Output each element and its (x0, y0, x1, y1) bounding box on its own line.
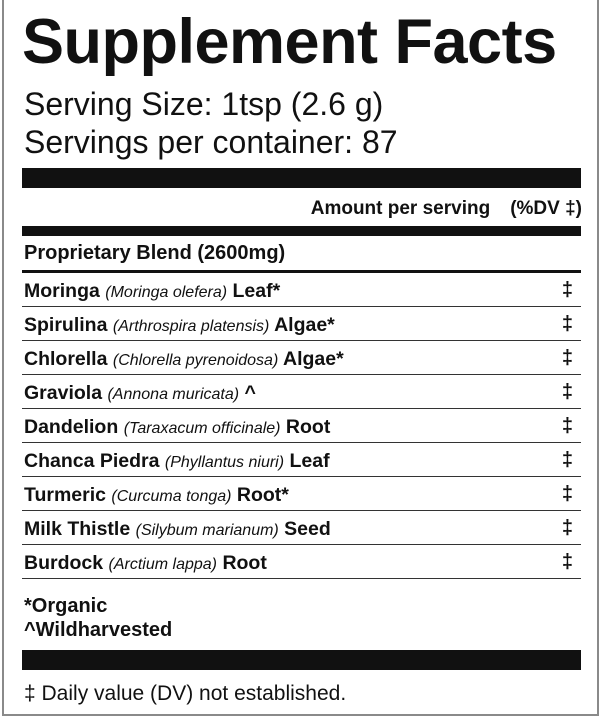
dv-value: ‡ (561, 279, 573, 301)
scientific-name: (Phyllantus niuri) (164, 454, 285, 471)
plant-part: Root* (236, 484, 289, 506)
serving-size: Serving Size: 1tsp (2.6 g) (24, 86, 384, 122)
dv-value: ‡ (561, 449, 573, 471)
footnotes: *Organic ^Wildharvested (24, 594, 172, 642)
scientific-name: (Silybum marianum) (135, 522, 279, 539)
scientific-name: (Taraxacum officinale) (123, 420, 281, 437)
ingredient-name: Chanca Piedra (Phyllantus niuri) Leaf (24, 450, 330, 473)
ingredient-row: Moringa (Moringa olefera) Leaf* ‡ (22, 273, 581, 307)
divider-bar (22, 650, 581, 670)
common-name: Milk Thistle (24, 518, 131, 540)
common-name: Chanca Piedra (24, 450, 160, 472)
common-name: Spirulina (24, 314, 108, 336)
ingredient-row: Spirulina (Arthrospira platensis) Algae*… (22, 307, 581, 341)
ingredient-name: Graviola (Annona muricata) ^ (24, 382, 256, 405)
ingredient-name: Turmeric (Curcuma tonga) Root* (24, 484, 289, 507)
common-name: Chlorella (24, 348, 108, 370)
ingredient-name: Dandelion (Taraxacum officinale) Root (24, 416, 330, 439)
ingredient-name: Burdock (Arctium lappa) Root (24, 552, 267, 575)
scientific-name: (Chlorella pyrenoidosa) (112, 352, 279, 369)
proprietary-blend: Proprietary Blend (2600mg) (24, 242, 286, 264)
common-name: Dandelion (24, 416, 119, 438)
dv-value: ‡ (561, 483, 573, 505)
divider-bar (22, 226, 581, 236)
scientific-name: (Moringa olefera) (105, 284, 228, 301)
ingredient-row: Milk Thistle (Silybum marianum) Seed ‡ (22, 511, 581, 545)
common-name: Moringa (24, 280, 100, 302)
divider-bar (22, 168, 581, 188)
scientific-name: (Curcuma tonga) (111, 488, 232, 505)
ingredient-list: Moringa (Moringa olefera) Leaf* ‡ Spirulin… (22, 273, 581, 579)
plant-part: Leaf* (232, 280, 281, 302)
ingredient-row: Burdock (Arctium lappa) Root ‡ (22, 545, 581, 579)
ingredient-row: Chanca Piedra (Phyllantus niuri) Leaf ‡ (22, 443, 581, 477)
dv-header: (%DV ‡) (510, 198, 582, 219)
ingredient-row: Dandelion (Taraxacum officinale) Root ‡ (22, 409, 581, 443)
scientific-name: (Arthrospira platensis) (112, 318, 270, 335)
column-header: Amount per serving (%DV ‡) (311, 198, 582, 220)
plant-part: Root (285, 416, 331, 438)
scientific-name: (Annona muricata) (107, 386, 240, 403)
ingredient-row: Graviola (Annona muricata) ^ ‡ (22, 375, 581, 409)
dv-value: ‡ (561, 313, 573, 335)
common-name: Graviola (24, 382, 103, 404)
note-wildharvested: ^Wildharvested (24, 619, 173, 641)
label-title: Supplement Facts (22, 7, 557, 77)
common-name: Burdock (24, 552, 104, 574)
dv-value: ‡ (561, 517, 573, 539)
ingredient-name: Chlorella (Chlorella pyrenoidosa) Algae* (24, 348, 344, 371)
scientific-name: (Arctium lappa) (108, 556, 218, 573)
dv-value: ‡ (561, 551, 573, 573)
ingredient-row: Chlorella (Chlorella pyrenoidosa) Algae*… (22, 341, 581, 375)
dv-footnote: ‡ Daily value (DV) not established. (24, 682, 347, 705)
servings-per-container: Servings per container: 87 (24, 124, 398, 160)
plant-part: Root (222, 552, 267, 574)
dv-value: ‡ (561, 347, 573, 369)
plant-part: Leaf (289, 450, 330, 472)
plant-part: ^ (244, 382, 256, 404)
ingredient-name: Milk Thistle (Silybum marianum) Seed (24, 518, 331, 541)
dv-value: ‡ (561, 415, 573, 437)
ingredient-name: Spirulina (Arthrospira platensis) Algae* (24, 314, 335, 337)
amount-header: Amount per serving (310, 198, 491, 219)
ingredient-name: Moringa (Moringa olefera) Leaf* (24, 280, 280, 303)
divider-line (22, 270, 581, 273)
plant-part: Algae* (282, 348, 344, 370)
plant-part: Seed (284, 518, 331, 540)
ingredient-row: Turmeric (Curcuma tonga) Root* ‡ (22, 477, 581, 511)
note-organic: *Organic (24, 595, 108, 617)
common-name: Turmeric (24, 484, 106, 506)
plant-part: Algae* (274, 314, 335, 336)
dv-value: ‡ (561, 381, 573, 403)
